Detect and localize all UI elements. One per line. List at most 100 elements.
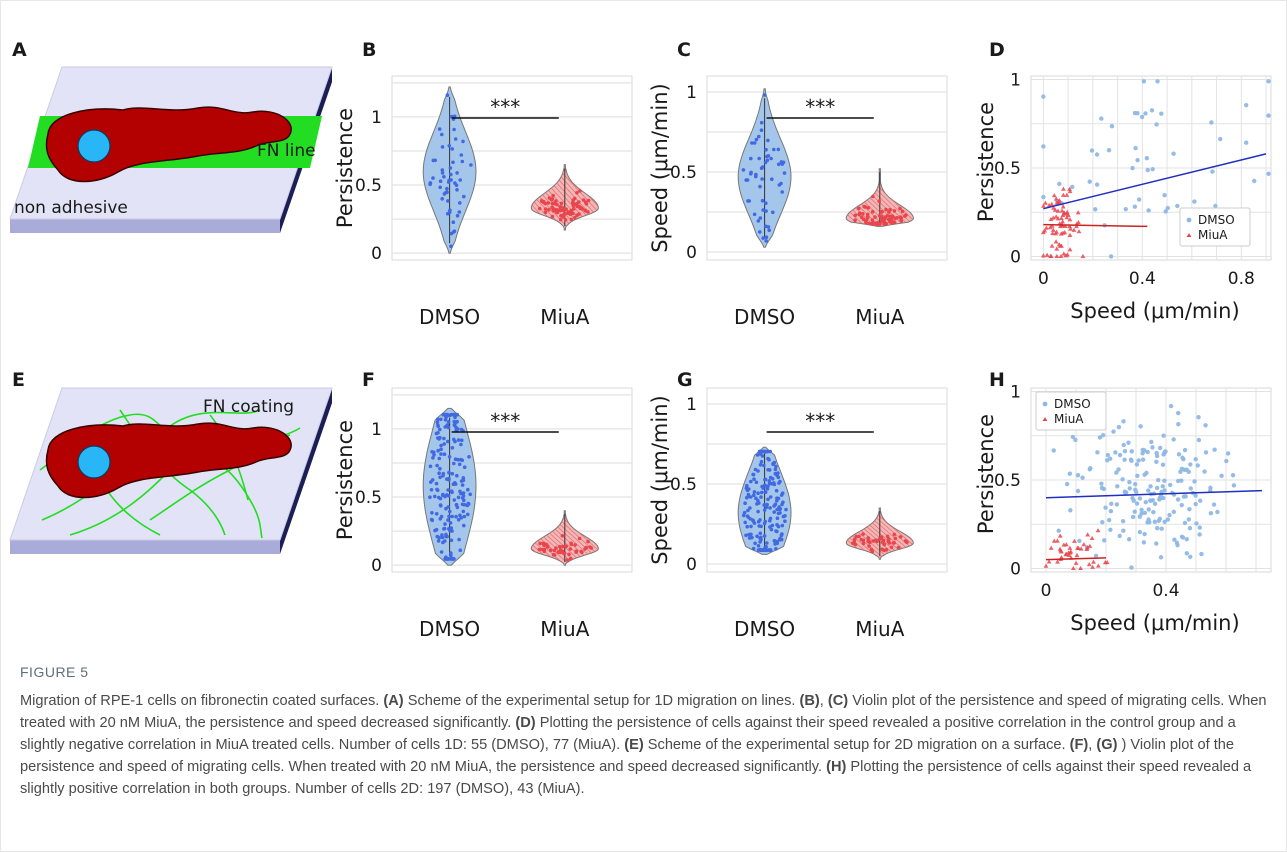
data-point-dmso — [1137, 529, 1143, 535]
data-point-dmso — [1179, 502, 1184, 508]
panel-label-A: A — [12, 39, 27, 61]
data-point-dmso — [779, 493, 784, 497]
data-point-dmso — [1202, 469, 1207, 474]
data-point-dmso — [446, 488, 450, 492]
data-point-dmso — [448, 208, 452, 212]
y-tick-label: 1 — [371, 108, 382, 128]
data-point-dmso — [1182, 447, 1188, 453]
data-point-dmso — [770, 477, 775, 481]
data-point-miua — [861, 532, 865, 536]
data-point-dmso — [1106, 148, 1112, 153]
data-point-miua — [1053, 239, 1059, 244]
data-point-dmso — [442, 175, 446, 179]
data-point-miua — [559, 201, 564, 206]
data-point-miua — [889, 545, 894, 550]
data-point-dmso — [450, 490, 454, 495]
data-point-dmso — [1133, 481, 1138, 487]
data-point-dmso — [762, 534, 767, 538]
data-point-dmso — [1070, 184, 1075, 190]
data-point-miua — [1058, 231, 1064, 236]
trend-line-dmso — [1043, 153, 1267, 210]
data-point-dmso — [1146, 488, 1151, 493]
violin-chart-G: G 0 0.5 1 Speed (μm/min) DMSO MiuA *** — [648, 369, 948, 641]
data-point-dmso — [447, 514, 451, 519]
y-tick-label: 0.5 — [670, 475, 697, 495]
x-tick-label: MiuA — [540, 305, 589, 329]
data-point-dmso — [438, 466, 442, 471]
data-point-dmso — [447, 144, 452, 148]
data-point-dmso — [776, 147, 781, 152]
data-point-miua — [542, 543, 546, 547]
cell-body — [45, 106, 292, 183]
y-tick-label: 1 — [1010, 383, 1021, 403]
y-tick-label: 0 — [1010, 559, 1021, 579]
data-point-dmso — [1139, 507, 1144, 512]
data-point-miua — [1087, 543, 1093, 548]
non-adhesive-label: non adhesive — [14, 198, 128, 218]
data-point-dmso — [1199, 551, 1204, 557]
x-tick-label: MiuA — [855, 617, 904, 641]
data-point-dmso — [768, 506, 772, 510]
data-point-miua — [1067, 186, 1072, 191]
data-point-dmso — [771, 210, 775, 215]
data-point-dmso — [451, 220, 456, 224]
data-point-dmso — [439, 443, 443, 448]
data-point-miua — [1073, 560, 1079, 565]
data-point-miua — [1052, 207, 1058, 212]
data-point-miua — [1048, 253, 1054, 259]
data-point-dmso — [437, 456, 442, 461]
data-point-dmso — [1203, 450, 1209, 455]
data-point-dmso — [445, 477, 449, 481]
data-point-dmso — [1175, 478, 1181, 484]
data-point-dmso — [434, 527, 439, 532]
data-point-dmso — [772, 481, 776, 485]
panel-label-B: B — [362, 39, 376, 61]
y-tick-label: 1 — [686, 395, 697, 415]
data-point-dmso — [1114, 470, 1119, 475]
data-point-dmso — [454, 503, 459, 507]
data-point-miua — [1075, 210, 1081, 215]
data-point-dmso — [768, 495, 773, 499]
data-point-dmso — [1126, 537, 1132, 542]
data-point-miua — [879, 536, 883, 541]
data-point-dmso — [775, 507, 779, 512]
data-point-dmso — [783, 514, 787, 518]
data-point-miua — [1067, 545, 1073, 550]
significance-label: *** — [805, 409, 835, 433]
data-point-miua — [1061, 251, 1067, 256]
data-point-dmso — [748, 506, 752, 510]
data-point-dmso — [754, 480, 759, 485]
data-point-miua — [852, 537, 857, 542]
data-point-dmso — [1100, 433, 1106, 438]
trend-line-miua — [1043, 223, 1148, 228]
data-point-miua — [1062, 223, 1068, 229]
data-point-dmso — [1231, 483, 1237, 488]
data-point-dmso — [1143, 111, 1148, 116]
data-point-dmso — [449, 172, 453, 177]
data-point-miua — [579, 549, 583, 554]
data-point-dmso — [1252, 178, 1257, 184]
data-point-miua — [1040, 253, 1046, 258]
data-point-miua — [1050, 227, 1056, 232]
data-point-dmso — [1230, 472, 1236, 478]
data-point-dmso — [1176, 410, 1181, 416]
x-tick-label: MiuA — [855, 305, 904, 329]
data-point-miua — [1054, 538, 1060, 543]
x-tick-label: DMSO — [734, 305, 795, 329]
data-point-dmso — [437, 127, 442, 131]
data-point-dmso — [442, 436, 446, 441]
data-point-miua — [898, 535, 903, 539]
data-point-dmso — [1210, 169, 1215, 174]
data-point-dmso — [446, 493, 451, 498]
data-point-miua — [575, 204, 579, 209]
data-point-dmso — [1165, 205, 1170, 211]
data-point-miua — [569, 208, 573, 213]
data-point-dmso — [452, 498, 457, 502]
data-point-dmso — [1099, 485, 1105, 491]
data-point-dmso — [430, 511, 434, 515]
data-point-dmso — [765, 158, 770, 163]
data-point-dmso — [469, 163, 473, 167]
data-point-dmso — [1130, 165, 1135, 171]
data-point-dmso — [429, 488, 434, 492]
data-point-miua — [546, 201, 551, 205]
